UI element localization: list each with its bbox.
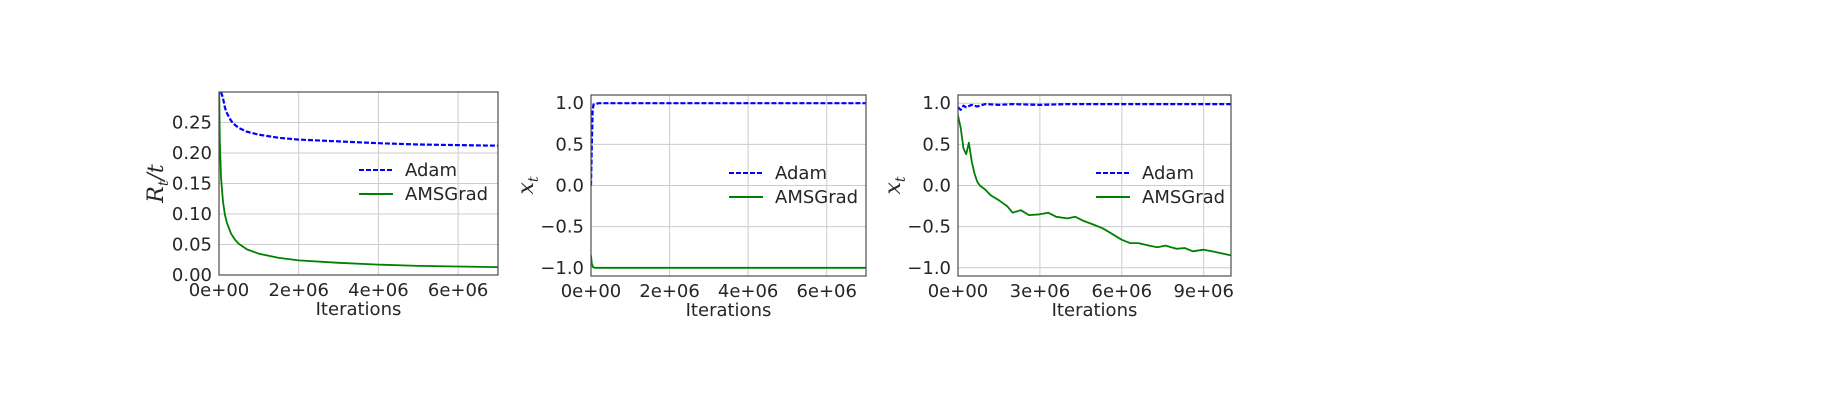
y-tick-label: 0.5 <box>922 134 951 155</box>
y-tick-label: 0.0 <box>922 176 951 197</box>
y-axis-label-main: R <box>144 186 169 204</box>
x-axis-label: Iterations <box>316 299 402 320</box>
y-tick-label: 0.00 <box>172 265 212 286</box>
series-line-adam <box>591 102 866 186</box>
y-tick-label: −1.0 <box>907 258 951 279</box>
x-tick-label: 9e+06 <box>1173 281 1234 302</box>
x-axis-label: Iterations <box>686 300 772 321</box>
y-tick-label: −1.0 <box>540 258 584 279</box>
y-tick-label: 0.0 <box>555 176 584 197</box>
y-tick-label: 0.20 <box>172 143 212 164</box>
x-tick-label: 4e+06 <box>348 280 409 301</box>
legend-label-adam: Adam <box>405 160 457 181</box>
series-line-amsgrad <box>219 92 498 268</box>
plot-frame <box>957 94 1232 277</box>
x-tick-label: 6e+06 <box>1092 281 1153 302</box>
y-axis-label: xt <box>514 176 542 194</box>
y-axis-label-sub: t <box>526 176 542 182</box>
plot-frame <box>590 94 867 277</box>
legend-label-adam: Adam <box>775 163 827 184</box>
y-axis-label-sub: t <box>156 180 172 186</box>
y-tick-label: 0.15 <box>172 174 212 195</box>
y-tick-label: 1.0 <box>922 93 951 114</box>
y-tick-label: 0.10 <box>172 204 212 225</box>
y-tick-label: 0.25 <box>172 113 212 134</box>
y-axis-label-suffix: /t <box>144 164 169 182</box>
y-axis-label-sub: t <box>893 176 909 182</box>
x-tick-label: 2e+06 <box>639 281 700 302</box>
series-line-amsgrad <box>958 115 1231 257</box>
y-tick-label: −0.5 <box>907 217 951 238</box>
y-tick-label: 1.0 <box>555 93 584 114</box>
x-tick-label: 0e+00 <box>928 281 989 302</box>
x-tick-label: 6e+06 <box>796 281 857 302</box>
chart-average-regret: 0e+00 2e+06 4e+06 6e+06 0.00 0.05 0.10 0.15 0.20… <box>144 91 499 320</box>
legend-label-amsgrad: AMSGrad <box>405 184 488 205</box>
y-axis-label: xt <box>881 176 909 194</box>
x-tick-label: 0e+00 <box>189 280 250 301</box>
legend-label-adam: Adam <box>1142 163 1194 184</box>
x-tick-label: 6e+06 <box>428 280 489 301</box>
chart-iterate-online: 0e+00 3e+06 6e+06 9e+06 −1.0 −0.5 0.0 0.5 1.0 Ite… <box>881 93 1234 321</box>
y-axis-label-main: x <box>514 182 539 195</box>
y-tick-label: 0.05 <box>172 235 212 256</box>
x-tick-label: 0e+00 <box>561 281 622 302</box>
y-axis-label: Rt/t <box>144 164 172 204</box>
chart-iterate-stochastic: 0e+00 2e+06 4e+06 6e+06 −1.0 −0.5 0.0 0.5 1.0 Ite… <box>514 93 867 321</box>
x-tick-label: 2e+06 <box>268 280 329 301</box>
x-tick-label: 3e+06 <box>1010 281 1071 302</box>
x-tick-label: 4e+06 <box>718 281 779 302</box>
legend-label-amsgrad: AMSGrad <box>1142 187 1225 208</box>
legend-label-amsgrad: AMSGrad <box>775 187 858 208</box>
y-axis-label-main: x <box>881 182 906 195</box>
plot-frame <box>218 91 499 276</box>
y-tick-label: 0.5 <box>555 134 584 155</box>
series-line-adam <box>219 92 498 147</box>
x-axis-label: Iterations <box>1052 300 1138 321</box>
series-line-amsgrad <box>591 255 866 269</box>
series-line-adam <box>958 102 1231 111</box>
y-tick-label: −0.5 <box>540 217 584 238</box>
